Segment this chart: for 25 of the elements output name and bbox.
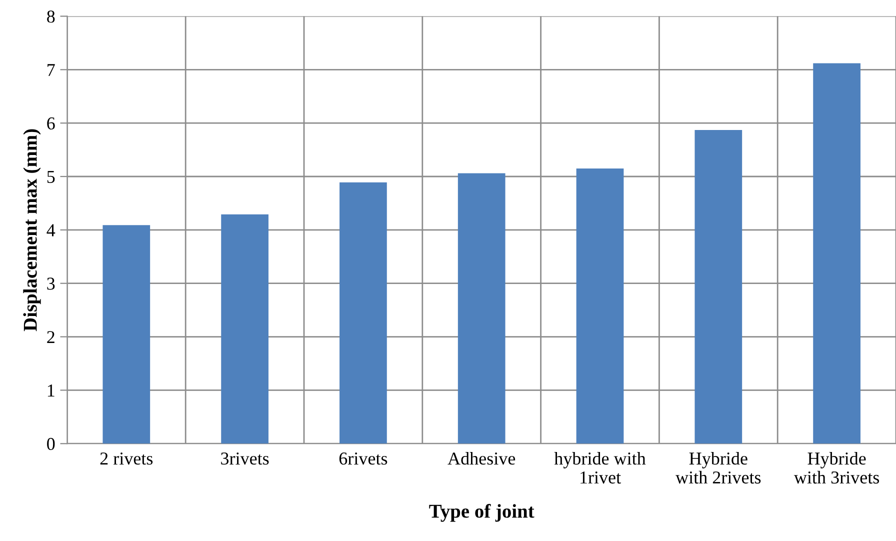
x-tick-label: Hybride with 3rivets <box>794 452 880 484</box>
x-tick-label: Hybride with 2rivets <box>676 452 761 484</box>
x-axis-title: Type of joint <box>429 504 534 522</box>
bar <box>221 214 268 444</box>
y-tick-label: 3 <box>47 278 55 290</box>
x-tick-label: hybride with 1rivet <box>554 452 646 484</box>
y-tick-label: 4 <box>46 224 56 236</box>
y-tick-label: 6 <box>47 117 55 130</box>
y-tick-label: 8 <box>47 10 55 23</box>
x-tick-label: 2 rivets <box>100 452 153 465</box>
bar <box>576 168 624 444</box>
y-tick-label: 5 <box>47 170 55 183</box>
x-tick-label: 3rivets <box>221 452 269 465</box>
bar <box>102 225 150 444</box>
y-tick-label: 2 <box>47 331 54 344</box>
x-tick-label: Adhesive <box>448 452 516 465</box>
y-axis-title: Displacement max (mm) <box>23 129 41 332</box>
bar <box>340 182 387 444</box>
y-tick-label: 0 <box>47 438 55 450</box>
bar <box>813 63 860 444</box>
bar <box>458 173 506 444</box>
bar <box>694 130 742 444</box>
x-tick-label: 6rivets <box>339 452 388 465</box>
y-tick-label: 1 <box>48 384 54 396</box>
y-tick-label: 7 <box>48 64 55 76</box>
